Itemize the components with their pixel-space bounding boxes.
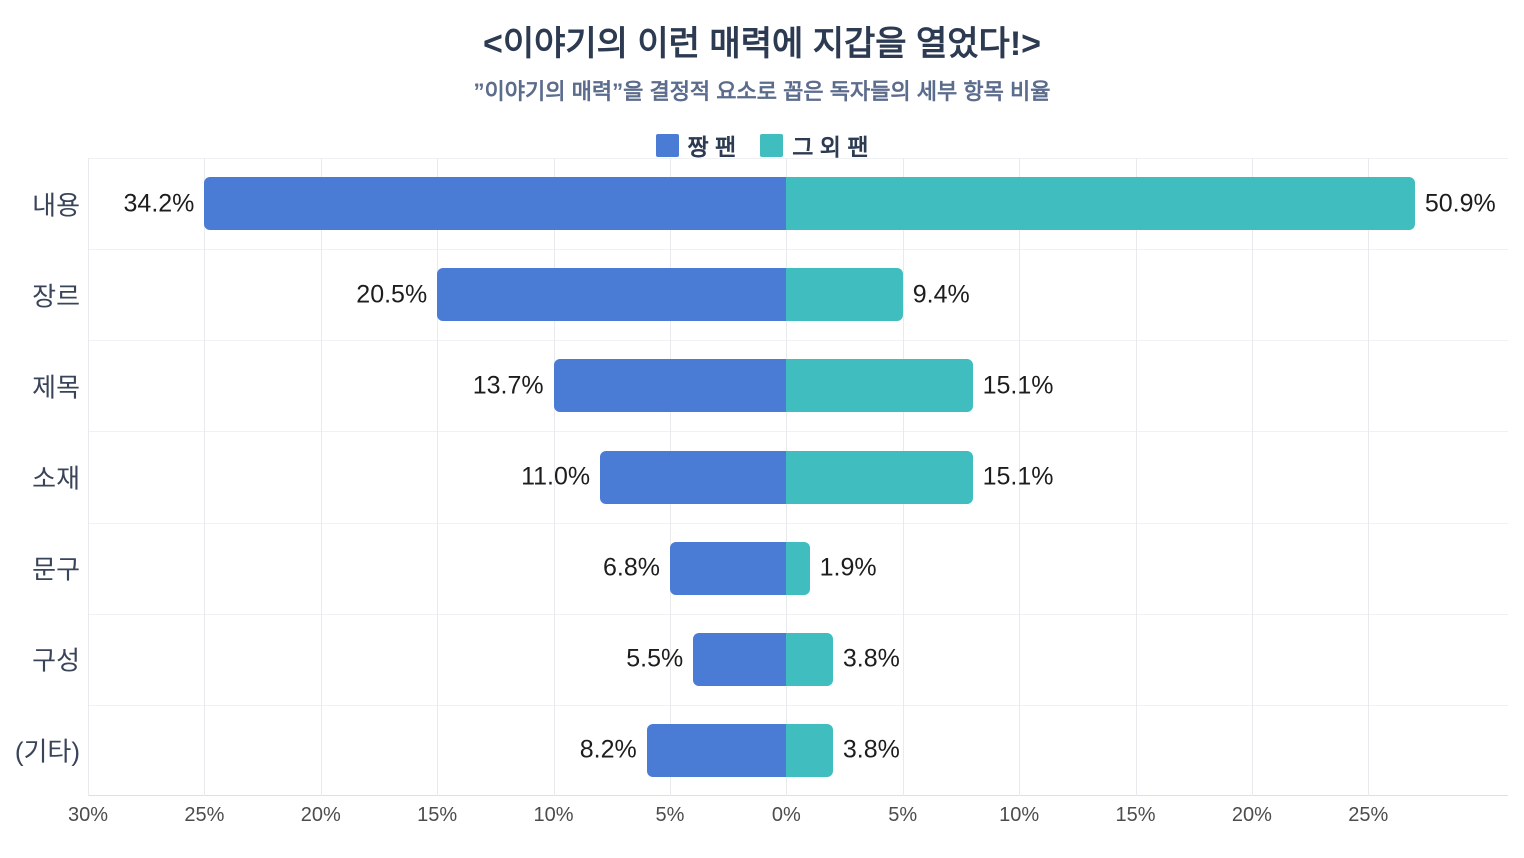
x-tick-label: 10%	[999, 804, 1040, 826]
value-label-left: 5.5%	[626, 644, 684, 673]
chart-subtitle: ”이야기의 매력”을 결정적 요소로 꼽은 독자들의 세부 항목 비율	[473, 79, 1051, 104]
x-gridline	[1019, 158, 1021, 796]
row-gridline	[88, 340, 1508, 342]
value-label-left: 11.0%	[521, 462, 591, 491]
x-gridline	[1368, 158, 1370, 796]
bar-segment-left	[600, 450, 787, 504]
x-tick-label: 10%	[533, 804, 574, 826]
x-tick-label: 25%	[1348, 804, 1389, 826]
value-label-right: 3.8%	[842, 644, 900, 673]
x-tick-label: 0%	[771, 804, 801, 826]
value-label-left: 20.5%	[356, 280, 428, 309]
x-tick-label: 30%	[67, 804, 109, 826]
x-gridline	[204, 158, 206, 796]
value-label-left: 8.2%	[579, 735, 637, 764]
category-label: (기타)	[14, 736, 80, 767]
x-tick-label: 15%	[417, 804, 458, 826]
bar-segment-left	[693, 632, 787, 686]
legend-swatch	[760, 133, 784, 157]
value-label-right: 15.1%	[982, 371, 1054, 400]
x-gridline	[437, 158, 439, 796]
value-label-left: 34.2%	[123, 189, 195, 218]
bar-segment-right	[786, 177, 1415, 231]
row-gridline	[88, 704, 1508, 706]
x-gridline	[88, 158, 89, 796]
category-label: 내용	[32, 190, 80, 221]
value-label-left: 13.7%	[472, 371, 544, 400]
row-gridline	[88, 431, 1508, 433]
value-label-right: 1.9%	[819, 553, 877, 582]
category-label: 소재	[32, 463, 80, 494]
legend-label: 그 외 팬	[792, 134, 869, 160]
value-label-right: 9.4%	[912, 280, 970, 309]
bar-segment-left	[669, 541, 787, 595]
row-gridline	[88, 158, 1508, 159]
bar-segment-left	[437, 268, 787, 322]
value-label-right: 15.1%	[982, 462, 1054, 491]
x-tick-label: 20%	[1231, 804, 1272, 826]
category-label: 장르	[32, 281, 80, 312]
bar-segment-left	[646, 723, 787, 777]
bar-segment-right	[786, 450, 973, 504]
x-tick-label: 15%	[1115, 804, 1156, 826]
bar-segment-right	[786, 268, 903, 322]
legend-swatch	[655, 133, 679, 157]
category-label: 문구	[32, 554, 80, 585]
bar-segment-right	[786, 723, 833, 777]
legend-label: 짱 팬	[687, 134, 737, 160]
legend-item: 그 외 팬	[760, 128, 868, 162]
category-label: 구성	[32, 645, 80, 676]
x-tick-label: 25%	[184, 804, 225, 826]
row-gridline	[88, 249, 1508, 251]
value-label-right: 3.8%	[842, 735, 900, 764]
value-label-left: 6.8%	[602, 553, 660, 582]
bar-segment-right	[786, 359, 973, 413]
legend-item: 짱 팬	[655, 128, 737, 162]
bar-segment-right	[786, 541, 810, 595]
x-axis: 30% 25% 20% 15% 10% 5% 0% 5% 10% 15% 20% 25%	[68, 804, 1508, 834]
bar-segment-right	[786, 632, 833, 686]
value-label-right: 50.9%	[1424, 189, 1496, 218]
plot-area: 34.2% 50.9% 20.5% 9.4% 13.7% 15.1% 11.0% 15.1% 6…	[88, 158, 1508, 796]
bar-segment-left	[204, 177, 787, 231]
row-gridline	[88, 613, 1508, 615]
x-gridline	[320, 158, 322, 796]
x-tick-label: 5%	[655, 804, 685, 826]
row-gridline	[88, 522, 1508, 524]
x-gridline	[553, 158, 555, 796]
category-label: 제목	[32, 372, 80, 403]
row-gridline	[88, 795, 1508, 796]
x-tick-label: 20%	[300, 804, 341, 826]
x-gridline	[1251, 158, 1253, 796]
chart-title: <이야기의 이런 매력에 지갑을 열었다!>	[482, 25, 1042, 63]
x-tick-label: 5%	[888, 804, 918, 826]
x-gridline	[1135, 158, 1137, 796]
bar-segment-left	[553, 359, 787, 413]
